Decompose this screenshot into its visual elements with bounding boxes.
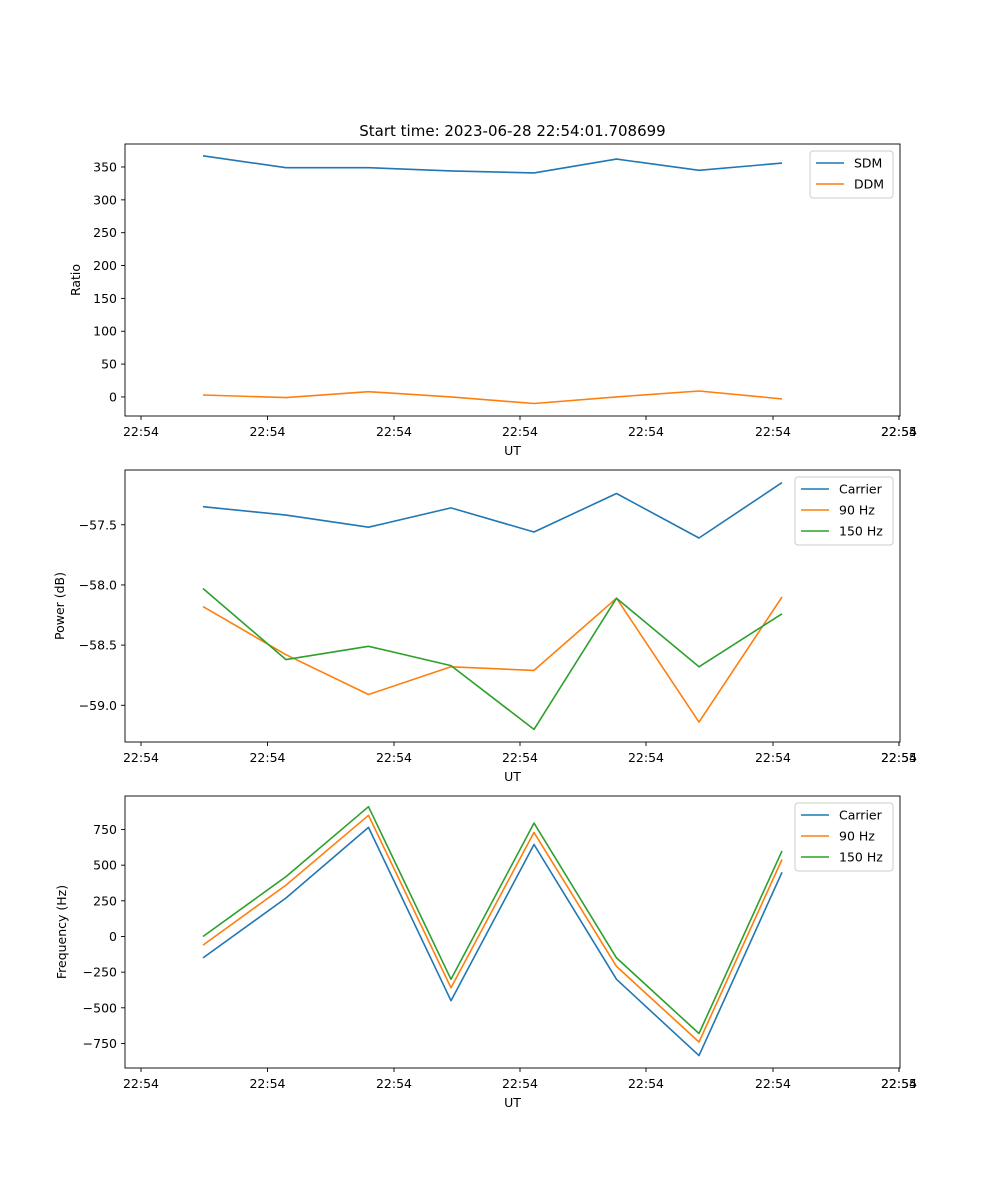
axes-frame bbox=[124, 143, 901, 417]
y-axis-label: Ratio bbox=[68, 264, 83, 296]
y-tick-label: 350 bbox=[93, 159, 117, 174]
legend-entry: 90 Hz bbox=[839, 503, 875, 518]
x-tick-label: 22:54 bbox=[376, 424, 412, 439]
y-tick-label: 100 bbox=[93, 324, 117, 339]
legend-box bbox=[794, 802, 894, 872]
legend-entry: 90 Hz bbox=[839, 829, 875, 844]
legend-entry: 150 Hz bbox=[839, 850, 883, 865]
series-line-sdm bbox=[202, 155, 783, 174]
y-tick-label: −58.0 bbox=[79, 577, 117, 592]
y-tick-label: −57.5 bbox=[79, 517, 117, 532]
x-tick-label: 22:54 bbox=[628, 424, 664, 439]
x-tick-label: 22:54 bbox=[755, 750, 791, 765]
y-tick-label: 50 bbox=[101, 357, 117, 372]
y-tick-label: −750 bbox=[83, 1036, 117, 1051]
x-tick-label: 22:54 bbox=[881, 750, 917, 765]
x-tick-label: 22:54 bbox=[376, 1076, 412, 1091]
x-tick-label: 22:54 bbox=[249, 750, 285, 765]
axes-frame bbox=[124, 795, 901, 1069]
y-tick-label: 300 bbox=[93, 192, 117, 207]
y-tick-label: −250 bbox=[83, 965, 117, 980]
legend-entry: Carrier bbox=[839, 482, 883, 497]
y-tick-label: 250 bbox=[93, 225, 117, 240]
chart-panel-2: 22:54 22:54 22:54 22:54 22:54 22:54 22:5422:55… bbox=[52, 469, 917, 784]
legend: Carrier 90 Hz 150 Hz bbox=[794, 802, 894, 872]
x-tick-label: 22:54 bbox=[502, 750, 538, 765]
chart-panel-3: 22:54 22:54 22:54 22:54 22:54 22:54 22:5422:55… bbox=[54, 795, 917, 1110]
x-tick-label: 22:54 bbox=[628, 1076, 664, 1091]
axes-frame bbox=[124, 469, 901, 743]
legend-entry: DDM bbox=[854, 177, 884, 192]
x-tick-label: 22:54 bbox=[755, 1076, 791, 1091]
series-line-ddm bbox=[202, 390, 783, 405]
series-line-carrier bbox=[202, 481, 783, 539]
y-tick-label: 750 bbox=[93, 822, 117, 837]
x-tick-label: 22:54 bbox=[502, 424, 538, 439]
legend: SDM DDM bbox=[809, 150, 894, 199]
legend-entry: SDM bbox=[854, 156, 882, 171]
series-line-90-hz bbox=[202, 814, 783, 1043]
x-tick-label: 22:54 bbox=[881, 424, 917, 439]
series-line-90-hz bbox=[202, 596, 783, 723]
chart-panels: 22:54 22:54 22:54 22:54 22:54 22:54 22:5422:55… bbox=[52, 143, 917, 1110]
y-tick-label: 0 bbox=[109, 389, 117, 404]
legend-box bbox=[794, 476, 894, 546]
series-line-carrier bbox=[202, 826, 783, 1057]
x-tick-label: 22:54 bbox=[249, 1076, 285, 1091]
y-tick-label: 500 bbox=[93, 858, 117, 873]
y-axis-label: Power (dB) bbox=[52, 572, 67, 640]
x-axis-label: UT bbox=[504, 443, 521, 458]
series-line-150-hz bbox=[202, 805, 783, 1035]
x-axis-label: UT bbox=[504, 769, 521, 784]
x-axis-label: UT bbox=[504, 1095, 521, 1110]
x-tick-label: 22:54 bbox=[755, 424, 791, 439]
y-tick-label: 250 bbox=[93, 893, 117, 908]
series-line-150-hz bbox=[202, 587, 783, 731]
y-axis-label: Frequency (Hz) bbox=[54, 885, 69, 979]
x-tick-label: 22:54 bbox=[123, 424, 159, 439]
legend: Carrier 90 Hz 150 Hz bbox=[794, 476, 894, 546]
legend-entry: 150 Hz bbox=[839, 524, 883, 539]
x-tick-label: 22:55 bbox=[881, 424, 917, 439]
y-tick-label: 200 bbox=[93, 258, 117, 273]
y-tick-label: 150 bbox=[93, 291, 117, 306]
y-tick-label: 0 bbox=[109, 929, 117, 944]
x-tick-label: 22:54 bbox=[502, 1076, 538, 1091]
x-tick-label: 22:55 bbox=[881, 750, 917, 765]
y-tick-label: −59.0 bbox=[79, 698, 117, 713]
legend-entry: Carrier bbox=[839, 808, 883, 823]
x-tick-label: 22:55 bbox=[881, 1076, 917, 1091]
y-tick-label: −58.5 bbox=[79, 638, 117, 653]
x-tick-label: 22:54 bbox=[881, 1076, 917, 1091]
x-tick-label: 22:54 bbox=[249, 424, 285, 439]
y-tick-label: −500 bbox=[83, 1000, 117, 1015]
x-tick-label: 22:54 bbox=[628, 750, 664, 765]
x-tick-label: 22:54 bbox=[123, 750, 159, 765]
x-tick-label: 22:54 bbox=[376, 750, 412, 765]
figure-title: Start time: 2023-06-28 22:54:01.708699 bbox=[359, 122, 665, 140]
x-tick-label: 22:54 bbox=[123, 1076, 159, 1091]
chart-panel-1: 22:54 22:54 22:54 22:54 22:54 22:54 22:5422:55… bbox=[68, 143, 917, 458]
